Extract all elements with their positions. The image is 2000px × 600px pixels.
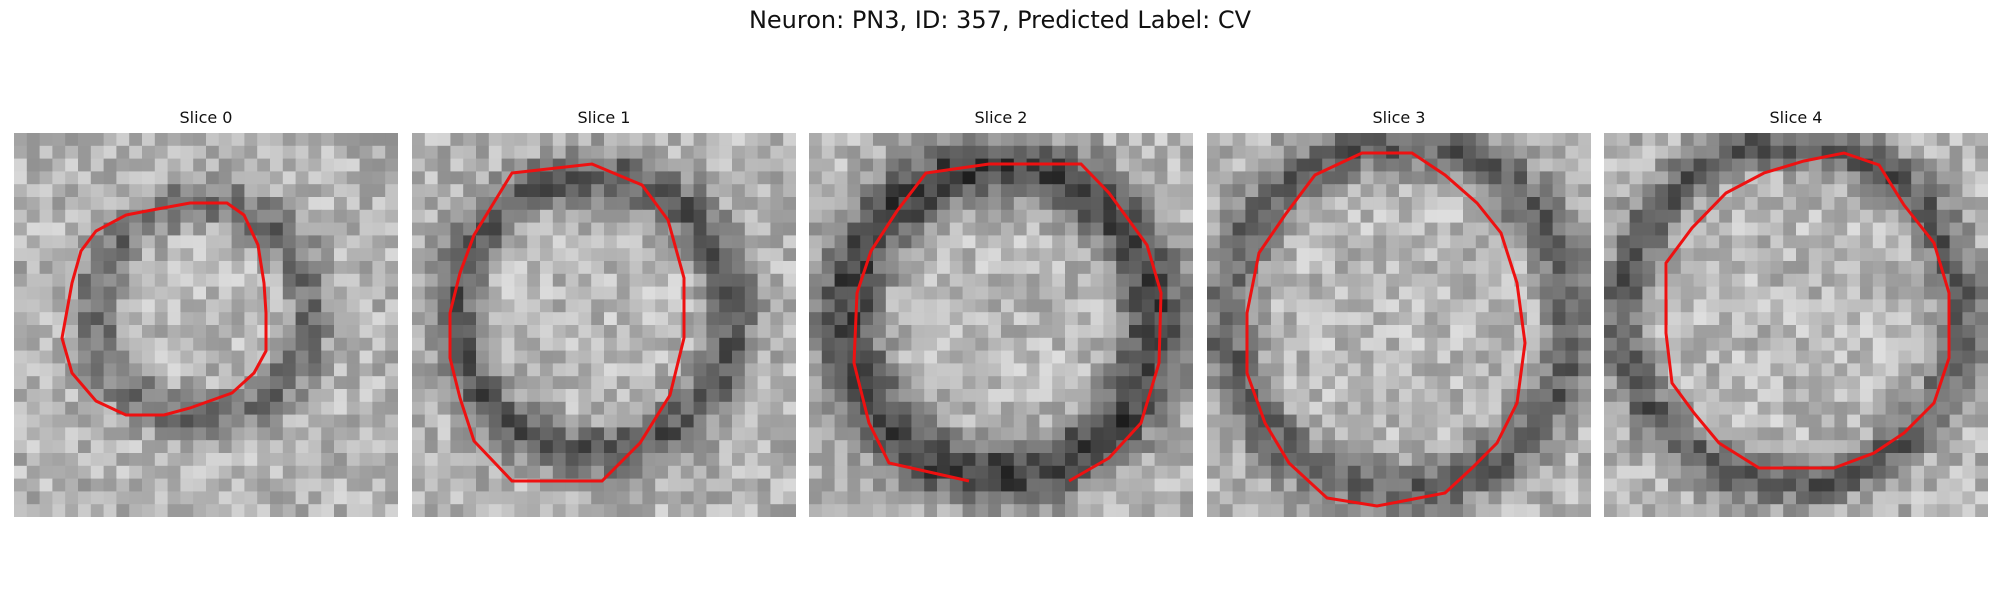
em-texture <box>809 133 1193 517</box>
em-texture <box>14 133 398 517</box>
em-texture <box>1604 133 1988 517</box>
slice-image <box>809 133 1193 517</box>
slice-image <box>412 133 796 517</box>
slice-image <box>1207 133 1591 517</box>
segmentation-contour <box>1664 151 1951 470</box>
segmentation-contour <box>448 162 686 483</box>
slice-image <box>14 133 398 517</box>
em-texture <box>1207 133 1591 517</box>
em-texture <box>412 133 796 517</box>
slice-title: Slice 2 <box>974 108 1028 127</box>
slice-title: Slice 0 <box>179 108 233 127</box>
slice-title: Slice 3 <box>1372 108 1426 127</box>
segmentation-contour <box>852 162 1163 483</box>
figure-title: Neuron: PN3, ID: 357, Predicted Label: C… <box>748 6 1252 34</box>
slice-title: Slice 4 <box>1769 108 1823 127</box>
segmentation-contour <box>1245 151 1527 508</box>
segmentation-contour <box>60 201 268 417</box>
slice-image <box>1604 133 1988 517</box>
slice-title: Slice 1 <box>577 108 631 127</box>
